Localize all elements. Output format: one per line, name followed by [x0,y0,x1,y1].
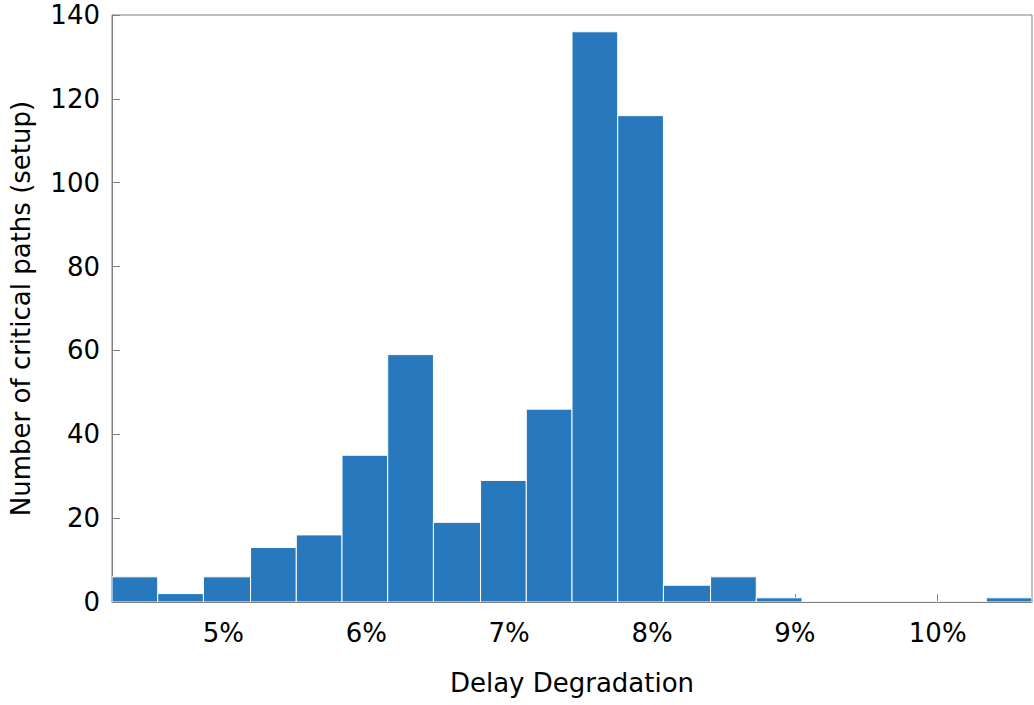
svg-text:140: 140 [50,0,100,30]
svg-text:9%: 9% [774,618,815,648]
svg-text:10%: 10% [909,618,967,648]
svg-text:120: 120 [50,84,100,114]
svg-text:6%: 6% [346,618,387,648]
svg-text:0: 0 [83,587,100,617]
svg-text:80: 80 [67,252,100,282]
svg-text:Delay Degradation: Delay Degradation [450,668,694,698]
svg-text:7%: 7% [489,618,530,648]
svg-text:60: 60 [67,335,100,365]
svg-text:40: 40 [67,419,100,449]
svg-text:8%: 8% [631,618,672,648]
svg-text:5%: 5% [203,618,244,648]
svg-text:20: 20 [67,503,100,533]
svg-text:100: 100 [50,168,100,198]
svg-text:Number of critical paths (setu: Number of critical paths (setup) [6,101,36,516]
